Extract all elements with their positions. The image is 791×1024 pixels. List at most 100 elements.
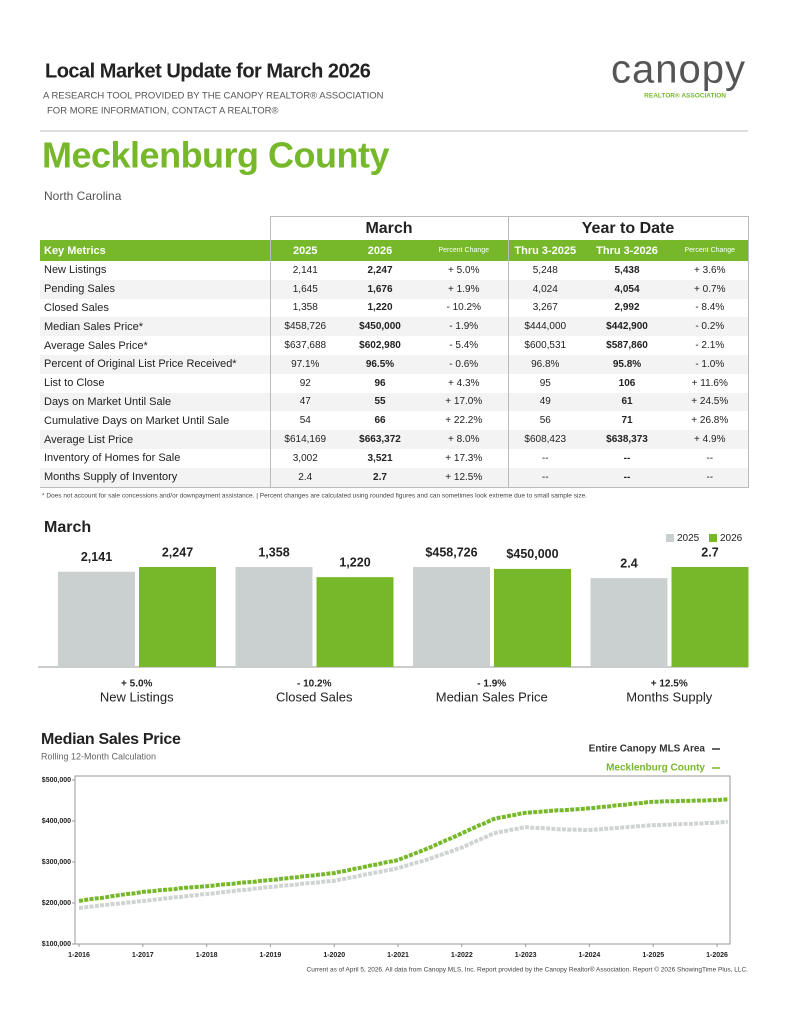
metric-value: $638,373 xyxy=(582,430,673,449)
column-header: Key Metrics xyxy=(40,240,270,261)
metric-value: + 4.9% xyxy=(672,430,749,449)
legend-label: 2026 xyxy=(720,533,743,544)
table-footnote: * Does not account for sale concessions … xyxy=(42,493,587,500)
change-label: - 1.9% xyxy=(477,679,506,690)
metric-row: Median Sales Price* $458,726 $450,000- 1.9… xyxy=(40,317,749,337)
metric-value: + 0.7% xyxy=(672,279,749,299)
bar-value-label: 1,358 xyxy=(258,545,289,559)
bar xyxy=(58,571,135,667)
x-tick-label: 1-2016 xyxy=(68,952,90,959)
column-header: Percent Change xyxy=(420,240,509,261)
metric-value: -- xyxy=(672,448,749,468)
column-header: 2026 xyxy=(340,240,420,261)
metric-value: 2.7 xyxy=(340,467,420,488)
metrics-table: March Year to Date Key Metrics 2025 2026 Perc… xyxy=(40,216,749,488)
metric-value: 3,267 xyxy=(507,298,583,318)
group-header-row: March Year to Date xyxy=(40,216,749,240)
tagline: A RESEARCH TOOL PROVIDED BY THE CANOPY R… xyxy=(43,91,384,102)
metric-value: - 0.6% xyxy=(420,354,509,374)
metric-value: + 24.5% xyxy=(672,392,749,412)
metric-value: - 10.2% xyxy=(446,302,481,314)
metric-row: Days on Market Until Sale 47 55 + 17.0% 49 61… xyxy=(40,392,749,412)
metric-row: Closed Sales 1,358 1,220 - 10.2% 3,267 2,992 -… xyxy=(40,298,749,318)
metric-value: + 12.5% xyxy=(420,467,509,488)
metric-value: $442,900 xyxy=(582,317,673,337)
metric-value: 92 xyxy=(269,373,340,393)
metric-value: $608,423 xyxy=(507,430,583,449)
change-label: - 10.2% xyxy=(297,679,332,690)
chart-title: Median Sales Price xyxy=(41,731,181,748)
state-name: North Carolina xyxy=(44,189,122,203)
x-tick-label: 1-2022 xyxy=(451,952,473,959)
metric-row: Average Sales Price* $637,688 $602,980 - 5.… xyxy=(40,336,749,355)
bar-value-label: $450,000 xyxy=(506,547,558,561)
series-line xyxy=(78,819,728,910)
metric-row: Months Supply of Inventory 2.4 2.7 + 12.5% -… xyxy=(40,467,749,488)
metric-value: 2.4 xyxy=(269,467,340,488)
bar xyxy=(235,567,313,667)
metric-value: + 22.2% xyxy=(445,415,483,427)
metric-value: 3,002 xyxy=(269,448,340,468)
legend-label: 2025 xyxy=(677,533,700,544)
metric-value: - 8.4% xyxy=(672,298,749,318)
category-label: Closed Sales xyxy=(276,689,353,704)
metric-value: -- xyxy=(623,452,631,464)
metric-name: List to Close xyxy=(44,377,105,390)
metric-value: -- xyxy=(582,467,673,488)
metric-value: 5,438 xyxy=(614,264,640,276)
metric-value: 47 xyxy=(269,392,340,412)
metric-value: 55 xyxy=(340,392,420,412)
metric-value: - 1.0% xyxy=(672,354,749,374)
metric-value: 1,220 xyxy=(367,302,393,314)
metric-value: + 26.8% xyxy=(672,411,749,431)
metric-value: -- xyxy=(507,448,583,468)
bar xyxy=(671,567,749,667)
metric-value: + 17.3% xyxy=(445,452,483,464)
metric-value: $444,000 xyxy=(507,317,583,337)
metric-name: Months Supply of Inventory xyxy=(40,467,270,488)
line-chart: Median Sales Price Rolling 12-Month Calcu… xyxy=(41,731,731,959)
column-header: Thru 3-2025 xyxy=(507,240,583,261)
metric-value: 49 xyxy=(507,392,583,412)
metric-value: $458,726 xyxy=(269,317,340,337)
column-header: Thru 3-2026 xyxy=(582,240,673,261)
metric-name: Percent of Original List Price Received* xyxy=(40,354,270,374)
metric-name: Closed Sales xyxy=(44,301,109,314)
metric-value: + 4.3% xyxy=(448,377,480,389)
legend-swatch xyxy=(666,534,674,542)
metric-value: + 3.6% xyxy=(672,261,749,280)
category-label: Median Sales Price xyxy=(436,689,548,704)
metric-value: 106 xyxy=(618,377,636,389)
metric-value: 1,645 xyxy=(269,279,340,299)
metric-value: 96.5% xyxy=(340,354,420,374)
metric-name: New Listings xyxy=(44,264,107,277)
metric-name: Pending Sales xyxy=(40,279,270,299)
metric-value: 1,676 xyxy=(340,279,420,299)
bar-value-label: 1,220 xyxy=(339,555,370,569)
county-name: Mecklenburg County xyxy=(42,135,390,176)
y-tick-label: $500,000 xyxy=(42,777,71,784)
x-tick-label: 1-2018 xyxy=(196,952,218,959)
metric-value: - 5.4% xyxy=(449,340,479,352)
bar-chart: March 2025 2026 2,141 2,247 + 5.0%New Listing… xyxy=(38,519,749,704)
metric-value: $602,980 xyxy=(359,340,401,352)
bar xyxy=(590,578,668,667)
metric-value: + 17.0% xyxy=(420,392,509,412)
metric-row: List to Close 92 96 + 4.3% 95 106 + 11.6% xyxy=(40,373,749,393)
x-tick-label: 1-2024 xyxy=(579,952,601,959)
logo: canopy xyxy=(611,48,746,92)
metric-value: - 0.2% xyxy=(672,317,749,337)
change-label: + 12.5% xyxy=(651,679,688,690)
x-tick-label: 1-2026 xyxy=(706,952,728,959)
y-tick-label: $200,000 xyxy=(42,900,71,907)
x-tick-label: 1-2023 xyxy=(515,952,537,959)
column-header: Percent Change xyxy=(672,240,749,261)
contact-line: FOR MORE INFORMATION, CONTACT A REALTOR® xyxy=(47,106,279,117)
metric-value: $637,688 xyxy=(269,336,340,355)
legend-label: Mecklenburg County xyxy=(606,763,705,774)
y-tick-label: $300,000 xyxy=(42,859,71,866)
plot-frame xyxy=(74,775,731,945)
bar-value-label: 2,141 xyxy=(81,550,112,564)
column-header: 2025 xyxy=(269,240,340,261)
metric-value: $600,531 xyxy=(507,336,583,355)
